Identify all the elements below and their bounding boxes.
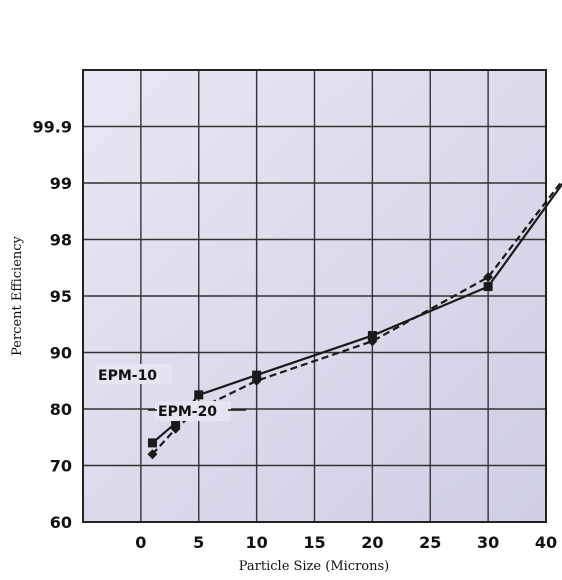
epm-10-point: [194, 390, 204, 400]
epm-10-label: EPM-10: [98, 368, 157, 384]
y-axis-label: Percent Efficiency: [10, 235, 25, 355]
x-tick-label: 40: [535, 533, 557, 552]
y-tick-label: 90: [50, 344, 72, 363]
x-tick-labels: 0510152025304050: [135, 533, 557, 552]
plot-border: [82, 69, 547, 523]
epm-10-point: [147, 438, 157, 448]
y-tick-label: 80: [50, 400, 72, 419]
y-tick-label: 95: [50, 287, 72, 306]
epm-20-label: EPM-20: [158, 404, 217, 420]
x-axis-label: Particle Size (Microns): [239, 559, 390, 574]
epm-10-point: [252, 370, 262, 380]
y-tick-labels: 60 70 80 90 95 98 99 99.9: [33, 118, 72, 533]
x-tick-label: 0: [135, 533, 146, 552]
x-tick-label: 10: [245, 533, 267, 552]
x-tick-label: 20: [361, 533, 383, 552]
y-tick-label: 60: [50, 513, 72, 532]
epm-20-point: [251, 375, 262, 386]
epm-20-point: [170, 423, 181, 434]
x-tick-label: 15: [303, 533, 325, 552]
epm-10-point: [367, 331, 377, 341]
x-tick-label: 5: [193, 533, 204, 552]
series-group: [147, 179, 562, 460]
epm-10-label-group: EPM-10: [96, 364, 172, 384]
epm-10-point: [483, 282, 493, 292]
y-tick-label: 70: [50, 457, 72, 476]
epm-20-point: [483, 272, 494, 283]
y-tick-label: 99: [50, 174, 72, 193]
epm-20-point: [367, 336, 378, 347]
y-tick-label: 99.9: [33, 118, 72, 137]
grid: [83, 70, 546, 522]
x-tick-label: 25: [419, 533, 441, 552]
epm-10-point: [171, 418, 181, 428]
epm-20-point: [147, 449, 158, 460]
x-tick-label: 30: [477, 533, 499, 552]
epm-20-label-group: EPM-20: [148, 401, 246, 421]
y-tick-label: 98: [50, 231, 72, 250]
